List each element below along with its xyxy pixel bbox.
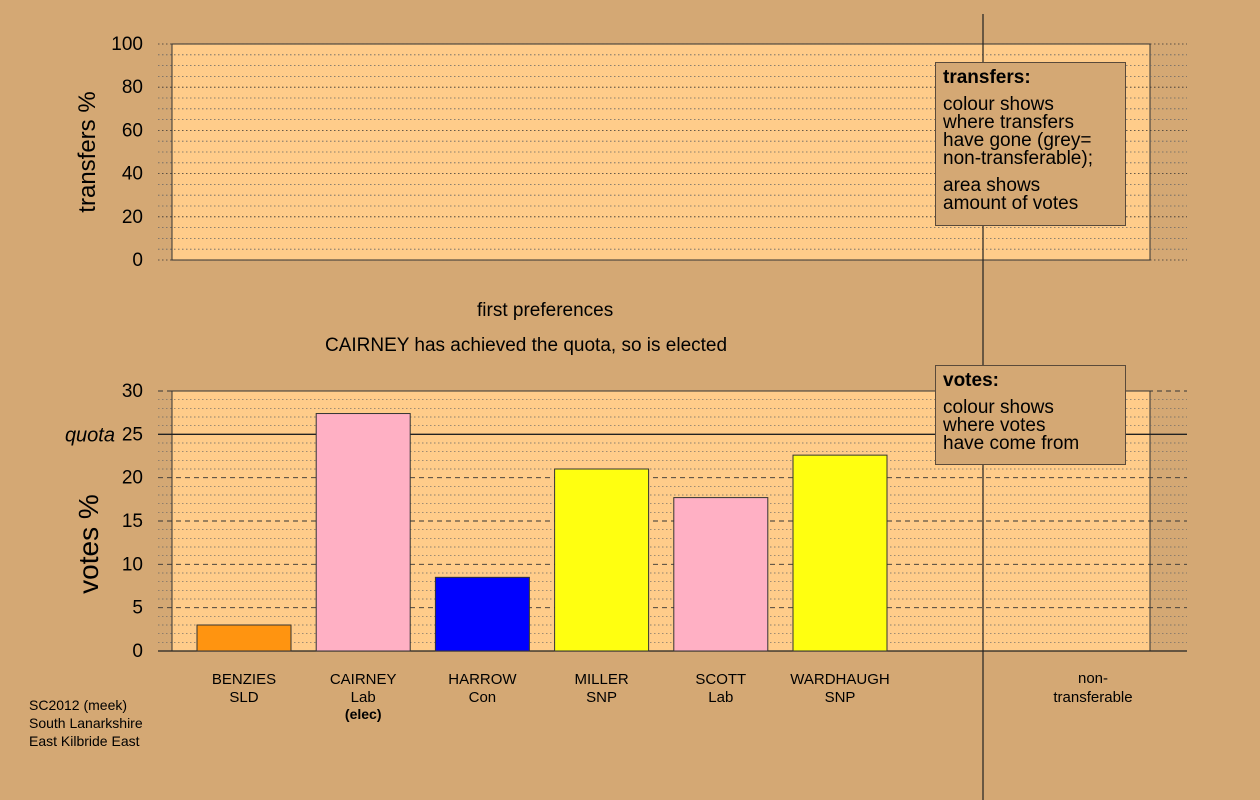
transfers-tick-label: 40 xyxy=(122,164,143,185)
footer-line: SC2012 (meek) xyxy=(29,697,128,713)
category-party: Con xyxy=(469,689,497,706)
transfers-legend-line: have gone (grey= xyxy=(943,130,1092,151)
transfers-legend: transfers: colour shows where transfers … xyxy=(935,62,1126,226)
bar xyxy=(434,576,530,652)
votes-tick-label: 5 xyxy=(132,598,143,619)
votes-legend-line: have come from xyxy=(943,433,1080,454)
category-name: BENZIES xyxy=(212,671,276,688)
category-party: SNP xyxy=(586,689,617,706)
category-name: CAIRNEY xyxy=(330,671,397,688)
bar xyxy=(554,468,650,652)
category-party: Lab xyxy=(708,689,733,706)
category-name: MILLER xyxy=(575,671,629,688)
stage-title: first preferences xyxy=(477,300,614,321)
non-transferable-label: transferable xyxy=(1053,689,1132,706)
votes-legend: votes: colour shows where votes have com… xyxy=(935,365,1126,465)
votes-tick-label: 0 xyxy=(132,641,143,662)
votes-tick-label: 25 xyxy=(122,424,143,445)
bar xyxy=(315,413,411,652)
votes-tick-label: 30 xyxy=(122,381,143,402)
transfers-legend-line: amount of votes xyxy=(943,193,1079,214)
transfers-tick-label: 20 xyxy=(122,207,143,228)
transfers-legend-line: area shows xyxy=(943,175,1041,196)
votes-tick-label: 10 xyxy=(122,554,143,575)
transfers-tick-label: 60 xyxy=(122,120,143,141)
category-party: SNP xyxy=(825,689,856,706)
category-note: (elec) xyxy=(345,706,382,722)
votes-tick-label: 15 xyxy=(122,511,143,532)
transfers-legend-line: where transfers xyxy=(943,112,1074,133)
category-name: SCOTT xyxy=(695,671,746,688)
category-party: Lab xyxy=(351,689,376,706)
bar xyxy=(792,454,888,652)
transfers-legend-line: colour shows xyxy=(943,94,1054,115)
votes-legend-title: votes: xyxy=(943,370,999,391)
transfers-tick-label: 0 xyxy=(132,250,143,271)
transfers-axis-label: transfers % xyxy=(74,91,101,212)
votes-tick-label: 20 xyxy=(122,468,143,489)
footer-line: East Kilbride East xyxy=(29,733,140,749)
quota-label: quota xyxy=(65,424,115,446)
transfers-tick-label: 100 xyxy=(111,34,143,55)
bar xyxy=(196,624,292,652)
stage-message: CAIRNEY has achieved the quota, so is el… xyxy=(325,335,728,356)
footer-line: South Lanarkshire xyxy=(29,715,143,731)
non-transferable-label: non- xyxy=(1078,670,1108,687)
transfers-legend-title: transfers: xyxy=(943,67,1031,88)
transfers-legend-line: non-transferable); xyxy=(943,148,1093,169)
bar xyxy=(673,497,769,652)
votes-axis-label: votes % xyxy=(73,494,104,594)
votes-legend-line: where votes xyxy=(943,415,1046,436)
transfers-tick-label: 80 xyxy=(122,77,143,98)
category-name: HARROW xyxy=(448,671,517,688)
footer: SC2012 (meek) South Lanarkshire East Kil… xyxy=(29,696,143,750)
category-party: SLD xyxy=(229,689,258,706)
category-name: WARDHAUGH xyxy=(790,671,889,688)
votes-legend-line: colour shows xyxy=(943,397,1054,418)
